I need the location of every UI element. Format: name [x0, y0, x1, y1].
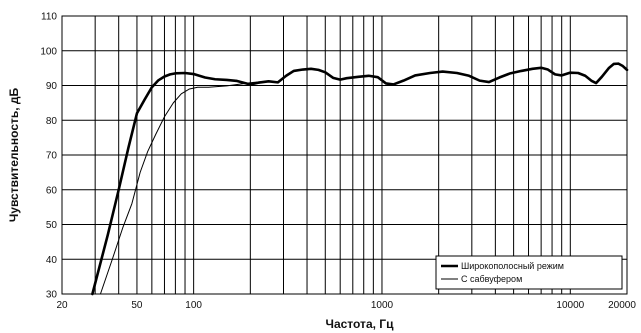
x-tick-label: 20000: [608, 300, 636, 311]
y-tick-label: 90: [46, 81, 58, 92]
legend: Широкополосный режим С сабвуфером: [435, 255, 623, 290]
y-tick-label: 40: [46, 255, 58, 266]
grid: [62, 16, 627, 294]
legend-box: [435, 255, 623, 290]
x-axis-label: Частота, Гц: [326, 317, 395, 331]
y-tick-label: 30: [46, 290, 58, 301]
y-tick-label: 70: [46, 151, 58, 162]
x-tick-label: 20: [56, 300, 68, 311]
y-tick-label: 100: [40, 46, 57, 57]
series-line-wideband: [91, 62, 629, 296]
x-tick-labels: 20 50 100 1000 10000 20000: [56, 300, 636, 311]
x-tick-label: 50: [131, 300, 143, 311]
plot-border: [61, 15, 628, 295]
y-tick-label: 60: [46, 185, 58, 196]
y-tick-labels: 30 40 50 60 70 80 90 100 110: [40, 12, 57, 301]
x-tick-label: 1000: [371, 300, 394, 311]
y-tick-label: 80: [46, 116, 58, 127]
series-line-subwoofer: [99, 80, 279, 295]
x-tick-label: 10000: [556, 300, 584, 311]
series-group: [91, 62, 629, 296]
legend-entry-wideband: Широкополосный режим: [461, 261, 564, 271]
y-tick-label: 50: [46, 220, 58, 231]
y-tick-label: 110: [41, 12, 57, 23]
x-tick-label: 100: [185, 300, 202, 311]
legend-entry-subwoofer: С сабвуфером: [461, 274, 522, 284]
y-axis-label: Чувствительность, дБ: [7, 87, 21, 222]
